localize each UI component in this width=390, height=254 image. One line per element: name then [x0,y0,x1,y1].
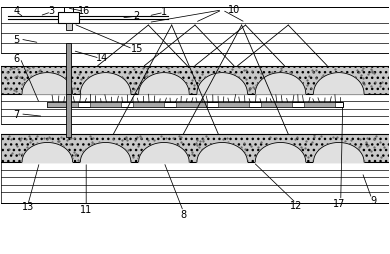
Text: 12: 12 [290,200,302,210]
Bar [1,135,389,162]
Text: 15: 15 [131,44,143,54]
Text: 3: 3 [48,6,54,16]
Polygon shape [197,143,248,162]
Text: 16: 16 [78,6,90,16]
Text: 7: 7 [13,109,20,119]
Bar [1,162,389,203]
Text: 4: 4 [13,6,19,16]
Text: 2: 2 [134,11,140,21]
Polygon shape [139,143,189,162]
Polygon shape [80,73,131,94]
Polygon shape [314,143,364,162]
Bar [1,66,389,94]
Polygon shape [80,143,131,162]
Text: 11: 11 [80,204,92,214]
Bar [66,23,72,31]
Text: 14: 14 [96,53,108,62]
Bar [133,103,164,108]
Bar [1,94,389,124]
Bar [66,94,71,137]
Polygon shape [314,73,364,94]
Bar [47,103,343,108]
Bar [176,103,207,108]
Bar [218,103,250,108]
Bar [64,8,73,13]
Bar [47,103,78,108]
Text: 8: 8 [180,209,186,219]
Polygon shape [139,73,189,94]
Text: 5: 5 [13,35,20,45]
Polygon shape [22,143,73,162]
Bar [261,103,292,108]
Text: 13: 13 [22,202,34,212]
Bar [90,103,121,108]
Bar [1,8,389,54]
Text: 10: 10 [228,5,240,14]
Polygon shape [197,73,248,94]
Polygon shape [255,143,306,162]
Text: 6: 6 [13,54,19,64]
Polygon shape [255,73,306,94]
Bar [66,44,71,94]
Bar [304,103,335,108]
Polygon shape [22,73,73,94]
Text: 9: 9 [371,195,377,205]
Text: 17: 17 [333,198,345,208]
Bar [58,13,79,23]
Text: 1: 1 [161,7,167,17]
